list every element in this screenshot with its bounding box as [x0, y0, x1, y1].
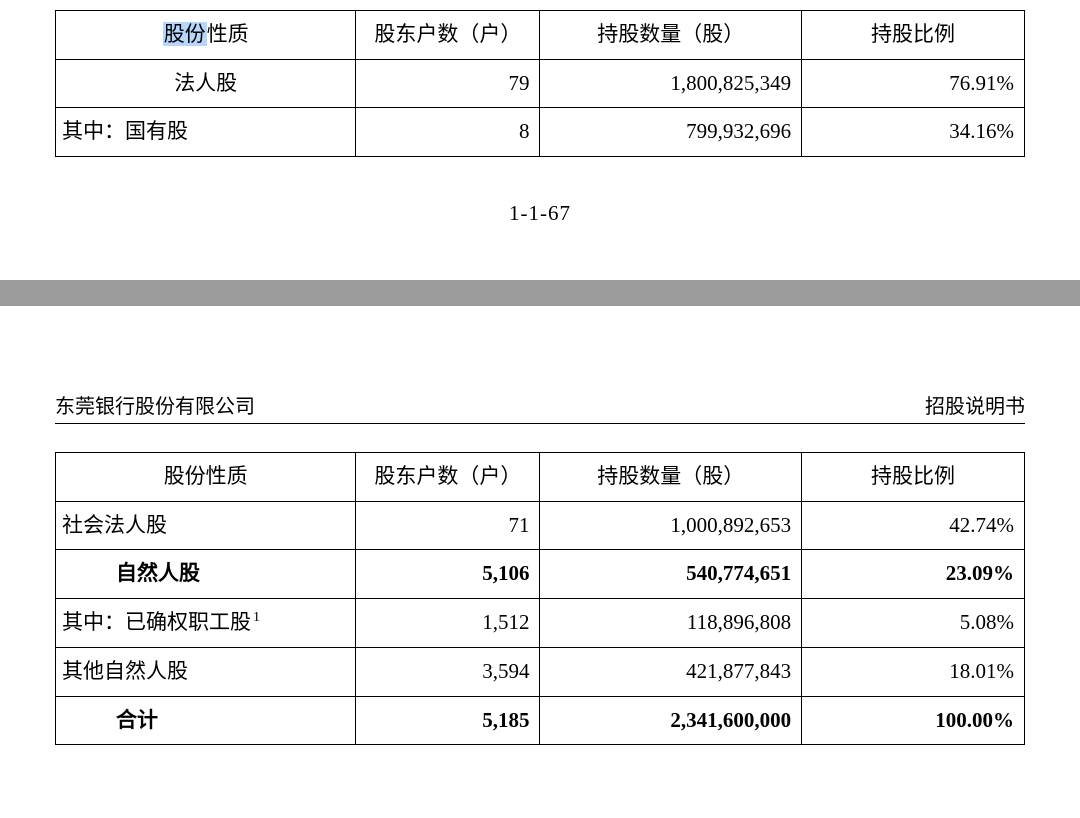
- page-separator-bar: [0, 280, 1080, 306]
- page-gap: [0, 306, 1080, 390]
- table2-cell-ratio: 18.01%: [802, 647, 1025, 696]
- table2-cell-ratio: 5.08%: [802, 599, 1025, 648]
- table1-row: 法人股791,800,825,34976.91%: [56, 59, 1025, 108]
- table2-row: 社会法人股711,000,892,65342.74%: [56, 501, 1025, 550]
- table2-row: 自然人股5,106540,774,65123.09%: [56, 550, 1025, 599]
- table2-cell-shares: 1,000,892,653: [540, 501, 802, 550]
- table2-cell-type: 合计: [56, 696, 356, 745]
- share-table-1: 股份性质 股东户数（户） 持股数量（股） 持股比例 法人股791,800,825…: [55, 10, 1025, 157]
- table2-header-ratio: 持股比例: [802, 453, 1025, 502]
- table2-header-shares: 持股数量（股）: [540, 453, 802, 502]
- table2-row: 其他自然人股3,594421,877,84318.01%: [56, 647, 1025, 696]
- table1-header-shares: 持股数量（股）: [540, 11, 802, 60]
- table2-cell-ratio: 23.09%: [802, 550, 1025, 599]
- table2-cell-shares: 2,341,600,000: [540, 696, 802, 745]
- table1-header-ratio: 持股比例: [802, 11, 1025, 60]
- table1-body: 法人股791,800,825,34976.91%其中：国有股8799,932,6…: [56, 59, 1025, 156]
- table2-row: 合计5,1852,341,600,000100.00%: [56, 696, 1025, 745]
- footnote-marker: 1: [253, 610, 260, 625]
- table1-cell-type: 法人股: [56, 59, 356, 108]
- doc-title: 招股说明书: [925, 390, 1025, 419]
- table2-header-row: 股份性质 股东户数（户） 持股数量（股） 持股比例: [56, 453, 1025, 502]
- table1-cell-ratio: 34.16%: [802, 108, 1025, 157]
- table2-cell-ratio: 42.74%: [802, 501, 1025, 550]
- table2-header-count: 股东户数（户）: [356, 453, 540, 502]
- table1-row: 其中：国有股8799,932,69634.16%: [56, 108, 1025, 157]
- table1-cell-shares: 799,932,696: [540, 108, 802, 157]
- document-header: 东莞银行股份有限公司 招股说明书: [55, 390, 1025, 424]
- table2-cell-count: 3,594: [356, 647, 540, 696]
- table1-header-type: 股份性质: [56, 11, 356, 60]
- table1-cell-shares: 1,800,825,349: [540, 59, 802, 108]
- table1-cell-count: 8: [356, 108, 540, 157]
- table2-cell-count: 71: [356, 501, 540, 550]
- share-table-2: 股份性质 股东户数（户） 持股数量（股） 持股比例 社会法人股711,000,8…: [55, 452, 1025, 745]
- table2-cell-count: 5,185: [356, 696, 540, 745]
- page-bottom-section: 东莞银行股份有限公司 招股说明书 股份性质 股东户数（户） 持股数量（股） 持股…: [0, 390, 1080, 745]
- table2-cell-shares: 421,877,843: [540, 647, 802, 696]
- table2-header-type: 股份性质: [56, 453, 356, 502]
- doc-company-name: 东莞银行股份有限公司: [55, 390, 255, 419]
- page-number: 1-1-67: [55, 201, 1025, 226]
- table1-cell-count: 79: [356, 59, 540, 108]
- table2-cell-shares: 118,896,808: [540, 599, 802, 648]
- table1-header-row: 股份性质 股东户数（户） 持股数量（股） 持股比例: [56, 11, 1025, 60]
- table1-header-count: 股东户数（户）: [356, 11, 540, 60]
- table2-cell-count: 1,512: [356, 599, 540, 648]
- table2-cell-type: 社会法人股: [56, 501, 356, 550]
- table2-row: 其中：已确权职工股11,512118,896,8085.08%: [56, 599, 1025, 648]
- table2-cell-count: 5,106: [356, 550, 540, 599]
- table1-cell-ratio: 76.91%: [802, 59, 1025, 108]
- page-top-section: 股份性质 股东户数（户） 持股数量（股） 持股比例 法人股791,800,825…: [0, 0, 1080, 226]
- highlighted-text: 股份: [163, 22, 207, 46]
- table2-cell-type: 其中：已确权职工股1: [56, 599, 356, 648]
- table2-cell-type: 其他自然人股: [56, 647, 356, 696]
- table2-cell-shares: 540,774,651: [540, 550, 802, 599]
- table1-cell-type: 其中：国有股: [56, 108, 356, 157]
- table2-cell-ratio: 100.00%: [802, 696, 1025, 745]
- table2-cell-type: 自然人股: [56, 550, 356, 599]
- header-type-rest: 性质: [207, 22, 249, 46]
- table2-body: 社会法人股711,000,892,65342.74%自然人股5,106540,7…: [56, 501, 1025, 744]
